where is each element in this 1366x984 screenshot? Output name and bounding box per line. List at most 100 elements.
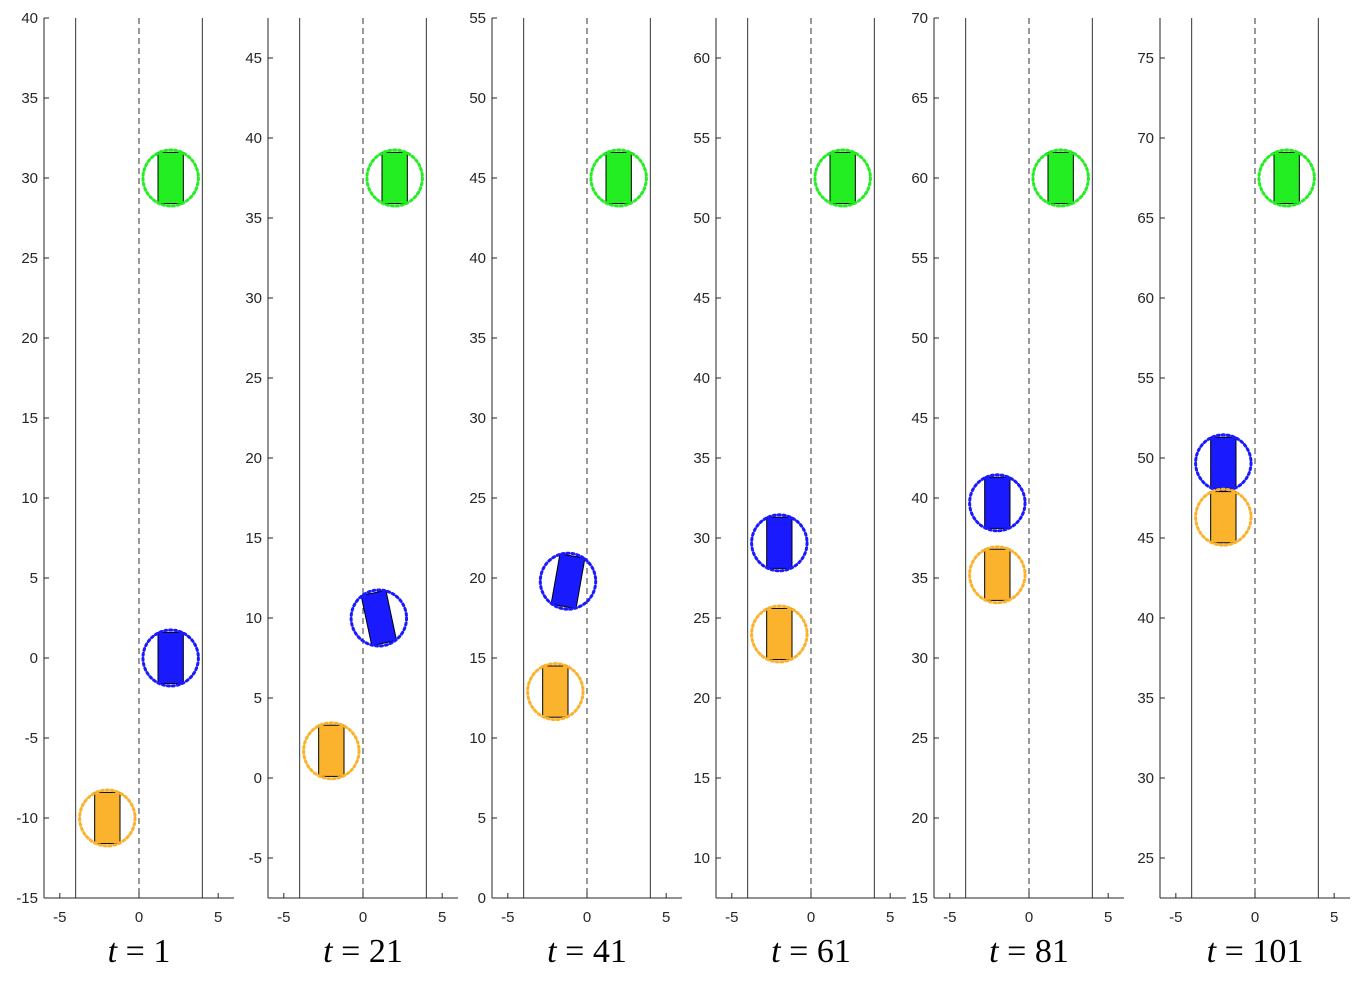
y-tick-label: 60 — [1137, 290, 1154, 307]
vehicle-ego — [349, 588, 409, 648]
follower-safety-ring — [78, 788, 137, 848]
y-tick-label: -5 — [249, 850, 262, 867]
y-tick-label: 30 — [469, 410, 486, 427]
time-variable: t — [1207, 933, 1218, 970]
vehicle-leader — [1257, 148, 1316, 208]
y-tick-label: 5 — [478, 810, 486, 827]
y-tick-label: 25 — [1137, 850, 1154, 867]
x-tick-label: 5 — [1330, 909, 1338, 926]
vehicle-follower — [302, 721, 361, 781]
ego-safety-ring — [968, 473, 1027, 533]
leader-safety-ring — [813, 148, 872, 208]
equals-sign: = — [333, 933, 369, 970]
y-tick-label: 25 — [21, 250, 38, 267]
time-value: 21 — [369, 933, 403, 970]
equals-sign: = — [1216, 933, 1252, 970]
vehicle-follower — [526, 662, 585, 722]
y-tick-label: 40 — [693, 370, 710, 387]
follower-vehicle-body — [766, 607, 793, 661]
time-value: 81 — [1035, 933, 1069, 970]
vehicle-follower — [750, 604, 809, 664]
y-tick-label: 25 — [469, 490, 486, 507]
time-value: 41 — [593, 933, 627, 970]
ego-vehicle-body — [157, 631, 184, 685]
y-tick-label: 15 — [911, 890, 928, 907]
vehicle-ego — [141, 628, 200, 688]
time-variable: t — [989, 933, 1000, 970]
vehicle-leader — [589, 148, 648, 208]
follower-safety-ring — [302, 721, 361, 781]
equals-sign: = — [781, 933, 817, 970]
time-label: t = 61 — [771, 933, 851, 970]
time-label: t = 21 — [323, 933, 403, 970]
y-tick-label: 70 — [1137, 130, 1154, 147]
y-tick-label: 75 — [1137, 50, 1154, 67]
y-tick-label: 60 — [693, 50, 710, 67]
x-tick-label: 0 — [583, 909, 591, 926]
leader-vehicle-body — [1047, 151, 1074, 205]
time-variable: t — [771, 933, 782, 970]
x-tick-label: 0 — [359, 909, 367, 926]
y-tick-label: 45 — [693, 290, 710, 307]
leader-safety-ring — [589, 148, 648, 208]
leader-vehicle-body — [605, 151, 632, 205]
time-variable: t — [108, 933, 119, 970]
follower-vehicle-body — [94, 791, 121, 845]
y-tick-label: -15 — [16, 890, 38, 907]
y-tick-label: 40 — [21, 10, 38, 27]
time-label: t = 41 — [547, 933, 627, 970]
vehicle-follower — [78, 788, 137, 848]
y-tick-label: 50 — [911, 330, 928, 347]
time-variable: t — [323, 933, 334, 970]
leader-vehicle-body — [1273, 151, 1300, 205]
x-tick-label: 0 — [1251, 909, 1259, 926]
y-tick-label: 30 — [911, 650, 928, 667]
follower-vehicle-body — [984, 548, 1011, 601]
leader-safety-ring — [1257, 148, 1316, 208]
x-tick-label: 0 — [807, 909, 815, 926]
leader-vehicle-body — [381, 151, 408, 205]
y-tick-label: 50 — [1137, 450, 1154, 467]
panel-5: 15 20 25 30 35 40 45 50 55 60 65 70 -5 0 5 t = 81 — [911, 10, 1124, 970]
vehicle-ego — [1194, 433, 1253, 493]
vehicle-leader — [813, 148, 872, 208]
y-tick-label: 20 — [911, 810, 928, 827]
x-tick-label: -5 — [277, 909, 290, 926]
y-tick-label: 15 — [693, 770, 710, 787]
y-tick-label: 45 — [469, 170, 486, 187]
y-tick-label: 20 — [21, 330, 38, 347]
follower-vehicle-body — [1210, 491, 1237, 544]
ego-vehicle-body — [550, 553, 586, 610]
x-tick-label: 5 — [438, 909, 446, 926]
leader-safety-ring — [141, 148, 200, 208]
ego-safety-ring — [349, 588, 409, 648]
y-tick-label: 35 — [245, 210, 262, 227]
y-tick-label: 65 — [1137, 210, 1154, 227]
y-tick-label: 10 — [693, 850, 710, 867]
follower-vehicle-body — [542, 665, 569, 718]
leader-vehicle-body — [157, 151, 184, 205]
y-tick-label: 30 — [1137, 770, 1154, 787]
x-tick-label: 5 — [662, 909, 670, 926]
y-tick-label: 10 — [245, 610, 262, 627]
vehicle-leader — [141, 148, 200, 208]
time-variable: t — [547, 933, 558, 970]
y-tick-label: -5 — [25, 730, 38, 747]
y-tick-label: 0 — [30, 650, 38, 667]
y-tick-label: 25 — [693, 610, 710, 627]
panel-2: -5 0 5 10 15 20 25 30 35 40 45 -5 0 5 t = 21 — [245, 18, 458, 970]
leader-vehicle-body — [829, 151, 856, 205]
y-tick-label: 70 — [911, 10, 928, 27]
y-tick-label: 50 — [693, 210, 710, 227]
ego-safety-ring — [538, 551, 598, 611]
y-tick-label: 30 — [21, 170, 38, 187]
x-tick-label: -5 — [725, 909, 738, 926]
y-tick-label: 20 — [693, 690, 710, 707]
y-tick-label: 15 — [469, 650, 486, 667]
y-tick-label: 25 — [911, 730, 928, 747]
equals-sign: = — [117, 933, 153, 970]
y-tick-label: 40 — [469, 250, 486, 267]
y-tick-label: 15 — [245, 530, 262, 547]
leader-safety-ring — [1031, 148, 1090, 208]
